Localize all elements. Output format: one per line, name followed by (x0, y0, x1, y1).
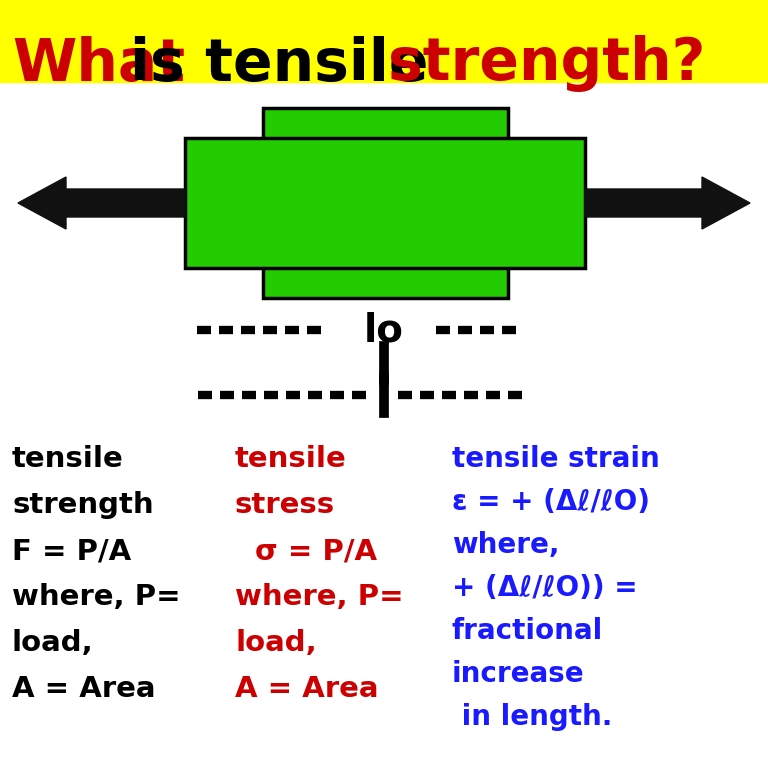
Text: in length.: in length. (452, 703, 612, 731)
Text: strength?: strength? (388, 35, 705, 92)
Text: is tensile: is tensile (130, 35, 429, 92)
Polygon shape (585, 177, 750, 229)
Text: F = P/A: F = P/A (12, 537, 131, 565)
Bar (263, 108, 508, 140)
Text: What: What (12, 35, 185, 92)
Polygon shape (18, 177, 185, 229)
Text: load,: load, (235, 629, 316, 657)
Text: + (Δℓ/ℓO)) =: + (Δℓ/ℓO)) = (452, 574, 637, 602)
Text: tensile strain: tensile strain (452, 445, 660, 473)
Bar (185, 138, 585, 268)
Text: where, P=: where, P= (12, 583, 180, 611)
Text: σ = P/A: σ = P/A (255, 537, 377, 565)
Text: where,: where, (452, 531, 560, 559)
Text: stress: stress (235, 491, 335, 519)
Bar (0, 0, 768, 82)
Text: load,: load, (12, 629, 94, 657)
Text: fractional: fractional (452, 617, 603, 645)
Text: increase: increase (452, 660, 584, 688)
Text: A = Area: A = Area (235, 675, 379, 703)
Text: ε = + (Δℓ/ℓO): ε = + (Δℓ/ℓO) (452, 488, 650, 516)
Text: where, P=: where, P= (235, 583, 404, 611)
Text: A = Area: A = Area (12, 675, 155, 703)
Text: tensile: tensile (235, 445, 346, 473)
Text: tensile: tensile (12, 445, 124, 473)
Text: lo: lo (364, 311, 404, 349)
Text: strength: strength (12, 491, 154, 519)
Bar (263, 266, 508, 298)
